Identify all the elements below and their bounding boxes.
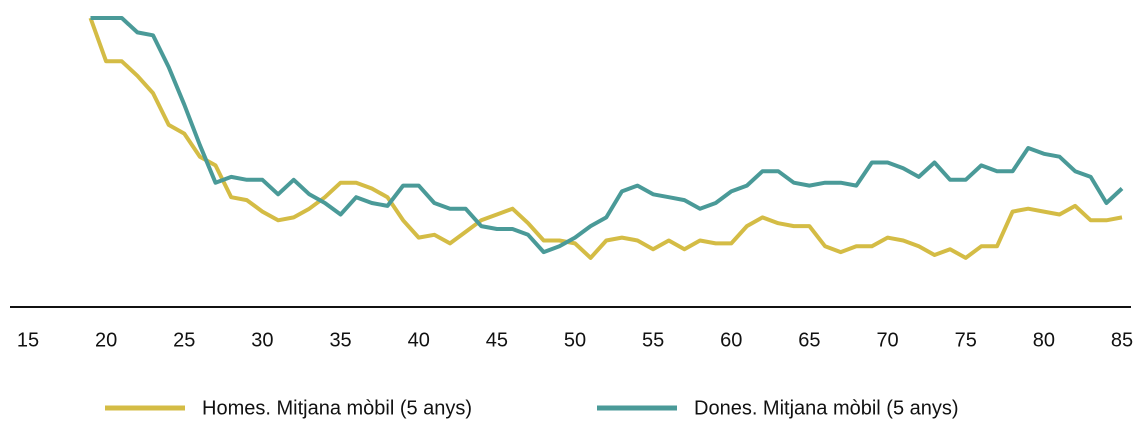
x-tick-label: 40 <box>408 329 430 351</box>
x-tick-label: 85 <box>1111 329 1133 351</box>
x-tick-label: 50 <box>564 329 586 351</box>
legend-label: Dones. Mitjana mòbil (5 anys) <box>694 397 959 419</box>
x-tick-label: 45 <box>486 329 508 351</box>
x-tick-label: 75 <box>955 329 977 351</box>
x-tick-label: 25 <box>173 329 195 351</box>
x-tick-label: 80 <box>1033 329 1055 351</box>
series-line <box>88 17 1123 260</box>
legend-label: Homes. Mitjana mòbil (5 anys) <box>202 397 472 419</box>
x-tick-label: 20 <box>95 329 117 351</box>
x-tick-label: 65 <box>798 329 820 351</box>
x-tick-label: 55 <box>642 329 664 351</box>
x-tick-label: 15 <box>17 329 39 351</box>
x-tick-label: 35 <box>329 329 351 351</box>
x-tick-label: 60 <box>720 329 742 351</box>
series-line <box>90 16 1124 255</box>
x-tick-label: 70 <box>876 329 898 351</box>
x-tick-label: 30 <box>251 329 273 351</box>
